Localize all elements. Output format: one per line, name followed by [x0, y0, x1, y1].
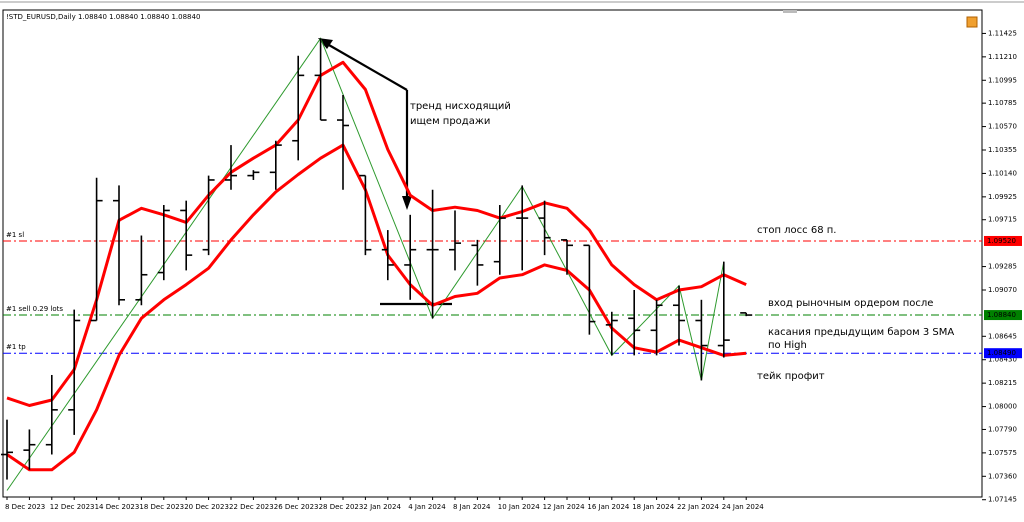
plot-frame — [2, 9, 983, 498]
arrows — [318, 38, 452, 306]
x-tick-label: 8 Dec 2023 — [5, 503, 45, 511]
x-tick-label: 22 Jan 2024 — [677, 503, 720, 511]
y-tick-label: 1.08000 — [988, 403, 1017, 411]
annotation: вход рыночным ордером после — [768, 298, 933, 309]
chart-title: !STD_EURUSD,Daily 1.08840 1.08840 1.0884… — [6, 13, 200, 21]
x-tick-label: 20 Dec 2023 — [184, 503, 229, 511]
y-tick-label: 1.08645 — [988, 332, 1017, 340]
price-box — [984, 235, 1022, 246]
x-tick-label: 26 Dec 2023 — [274, 503, 319, 511]
price-box-label: 1.09520 — [987, 237, 1016, 245]
price-box — [984, 310, 1022, 321]
annotation: тренд нисходящий — [410, 101, 511, 112]
x-tick-label: 22 Dec 2023 — [229, 503, 274, 511]
scroll-marker — [783, 10, 797, 13]
x-tick-label: 12 Dec 2023 — [50, 503, 95, 511]
y-tick-label: 1.08430 — [988, 356, 1017, 364]
annotation: по High — [768, 340, 807, 351]
y-tick-label: 1.07575 — [988, 449, 1017, 457]
y-tick-label: 1.09925 — [988, 193, 1017, 201]
moving-average — [6, 143, 747, 472]
annotation: касания предыдущим баром 3 SMA — [768, 327, 954, 338]
x-tick-label: 24 Jan 2024 — [722, 503, 765, 511]
annotation: стоп лосс 68 п. — [757, 225, 836, 236]
x-tick-label: 10 Jan 2024 — [498, 503, 541, 511]
y-tick-label: 1.10355 — [988, 146, 1017, 154]
y-tick-label: 1.10140 — [988, 169, 1017, 177]
y-tick-label: 1.10995 — [988, 76, 1017, 84]
price-box — [984, 348, 1022, 359]
y-tick-label: 1.09715 — [988, 216, 1017, 224]
y-tick-label: 1.09285 — [988, 263, 1017, 271]
level-label: #1 sl — [6, 231, 24, 239]
x-tick-label: 4 Jan 2024 — [408, 503, 446, 511]
x-tick-label: 18 Dec 2023 — [139, 503, 184, 511]
y-tick-label: 1.07360 — [988, 472, 1017, 480]
y-tick-label: 1.11210 — [988, 53, 1017, 61]
level-label: #1 tp — [6, 343, 26, 351]
price-box-label: 1.08490 — [987, 349, 1016, 357]
y-tick-label: 1.10570 — [988, 123, 1017, 131]
x-tick-label: 28 Dec 2023 — [319, 503, 364, 511]
x-tick-label: 14 Dec 2023 — [95, 503, 140, 511]
price-box-label: 1.08840 — [987, 311, 1016, 319]
autotrade-icon[interactable] — [966, 16, 978, 28]
moving-average — [6, 60, 747, 407]
annotation: ищем продажи — [410, 116, 490, 127]
y-tick-label: 1.07790 — [988, 425, 1017, 433]
x-tick-label: 12 Jan 2024 — [543, 503, 586, 511]
level-label: #1 sell 0.29 lots — [6, 305, 63, 313]
x-tick-label: 16 Jan 2024 — [587, 503, 630, 511]
y-tick-label: 1.09070 — [988, 286, 1017, 294]
y-tick-label: 1.10785 — [988, 99, 1017, 107]
x-tick-label: 18 Jan 2024 — [632, 503, 675, 511]
x-tick-label: 2 Jan 2024 — [363, 503, 401, 511]
y-tick-label: 1.08215 — [988, 379, 1017, 387]
y-tick-label: 1.07145 — [988, 496, 1017, 504]
y-tick-label: 1.11425 — [988, 29, 1017, 37]
annotation: тейк профит — [757, 371, 825, 382]
x-tick-label: 8 Jan 2024 — [453, 503, 491, 511]
